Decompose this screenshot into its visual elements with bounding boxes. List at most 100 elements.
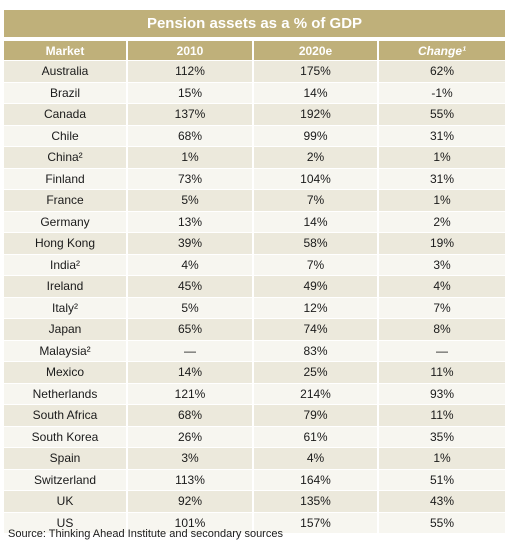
cell-2010: 5% (128, 296, 254, 318)
cell-market: Finland (4, 167, 128, 189)
table-row: Mexico 14% 25% 11% (4, 361, 505, 383)
cell-2010: 73% (128, 167, 254, 189)
column-header-2020e: 2020e (254, 41, 379, 60)
cell-2020e: 7% (254, 253, 379, 275)
cell-2020e: 14% (254, 81, 379, 103)
table-row: South Africa 68% 79% 11% (4, 404, 505, 426)
cell-2020e: 7% (254, 189, 379, 211)
cell-2020e: 58% (254, 232, 379, 254)
cell-2020e: 4% (254, 447, 379, 469)
cell-change: 62% (379, 60, 505, 82)
cell-2020e: 175% (254, 60, 379, 82)
cell-market: Brazil (4, 81, 128, 103)
table-row: Ireland 45% 49% 4% (4, 275, 505, 297)
table-row: Japan 65% 74% 8% (4, 318, 505, 340)
column-header-2010: 2010 (128, 41, 254, 60)
cell-2010: 68% (128, 404, 254, 426)
cell-2010: 101% (128, 511, 254, 533)
cell-change: 11% (379, 404, 505, 426)
cell-market: Switzerland (4, 468, 128, 490)
cell-market: Japan (4, 318, 128, 340)
cell-2020e: 135% (254, 490, 379, 512)
cell-change: 2% (379, 210, 505, 232)
cell-market: UK (4, 490, 128, 512)
cell-2020e: 104% (254, 167, 379, 189)
cell-2020e: 12% (254, 296, 379, 318)
cell-2010: 45% (128, 275, 254, 297)
cell-2010: 13% (128, 210, 254, 232)
cell-market: Netherlands (4, 382, 128, 404)
cell-market: Canada (4, 103, 128, 125)
cell-change: 4% (379, 275, 505, 297)
cell-2020e: 14% (254, 210, 379, 232)
cell-change: 51% (379, 468, 505, 490)
cell-market: Mexico (4, 361, 128, 383)
cell-market: Chile (4, 124, 128, 146)
cell-change: 1% (379, 447, 505, 469)
table-row: France 5% 7% 1% (4, 189, 505, 211)
table-row: Malaysia² —83% — (4, 339, 505, 361)
cell-2020e: 79% (254, 404, 379, 426)
table-row: US 101% 157% 55% (4, 511, 505, 533)
table-row: Spain 3% 4% 1% (4, 447, 505, 469)
cell-change: 31% (379, 167, 505, 189)
cell-change: 35% (379, 425, 505, 447)
cell-2010: — (128, 339, 254, 361)
cell-market: Germany (4, 210, 128, 232)
cell-market: US (4, 511, 128, 533)
column-header-change: Change¹ (379, 41, 505, 60)
source-note: Source: Thinking Ahead Institute and sec… (8, 528, 283, 540)
table-row: Germany 13% 14% 2% (4, 210, 505, 232)
table-row: Netherlands 121% 214% 93% (4, 382, 505, 404)
cell-2010: 113% (128, 468, 254, 490)
table-row: Hong Kong 39% 58% 19% (4, 232, 505, 254)
cell-market: Malaysia² (4, 339, 128, 361)
table-row: Australia 112% 175% 62% (4, 60, 505, 82)
cell-change: 11% (379, 361, 505, 383)
cell-market: China² (4, 146, 128, 168)
table-row: India² 4% 7% 3% (4, 253, 505, 275)
cell-market: South Korea (4, 425, 128, 447)
cell-2010: 121% (128, 382, 254, 404)
cell-change: 31% (379, 124, 505, 146)
cell-2020e: 99% (254, 124, 379, 146)
cell-change: 8% (379, 318, 505, 340)
cell-2020e: 214% (254, 382, 379, 404)
cell-2010: 15% (128, 81, 254, 103)
table-title: Pension assets as a % of GDP (4, 10, 505, 37)
cell-market: Spain (4, 447, 128, 469)
cell-market: India² (4, 253, 128, 275)
table-row: Finland 73% 104% 31% (4, 167, 505, 189)
cell-2020e: 49% (254, 275, 379, 297)
cell-change: 55% (379, 103, 505, 125)
cell-2010: 65% (128, 318, 254, 340)
cell-2010: 3% (128, 447, 254, 469)
cell-market: Ireland (4, 275, 128, 297)
cell-market: France (4, 189, 128, 211)
cell-2020e: 74% (254, 318, 379, 340)
cell-market: Italy² (4, 296, 128, 318)
cell-market: Australia (4, 60, 128, 82)
header-row: Market 2010 2020e Change¹ (4, 41, 505, 60)
cell-2020e: 192% (254, 103, 379, 125)
table-row: Chile 68% 99% 31% (4, 124, 505, 146)
cell-2010: 92% (128, 490, 254, 512)
cell-2020e: 83% (254, 339, 379, 361)
cell-2010: 26% (128, 425, 254, 447)
cell-2010: 68% (128, 124, 254, 146)
cell-2020e: 157% (254, 511, 379, 533)
cell-change: 1% (379, 189, 505, 211)
cell-change: -1% (379, 81, 505, 103)
table-body: Australia 112% 175% 62% Brazil 15% 14% -1% Canad… (4, 60, 505, 533)
cell-2010: 14% (128, 361, 254, 383)
cell-change: 93% (379, 382, 505, 404)
cell-change: — (379, 339, 505, 361)
table-row: Canada 137% 192% 55% (4, 103, 505, 125)
cell-change: 1% (379, 146, 505, 168)
cell-2010: 5% (128, 189, 254, 211)
cell-2010: 39% (128, 232, 254, 254)
cell-change: 19% (379, 232, 505, 254)
cell-2020e: 2% (254, 146, 379, 168)
cell-change: 55% (379, 511, 505, 533)
pension-assets-table: Market 2010 2020e Change¹ Australia 112% 1… (4, 41, 505, 533)
